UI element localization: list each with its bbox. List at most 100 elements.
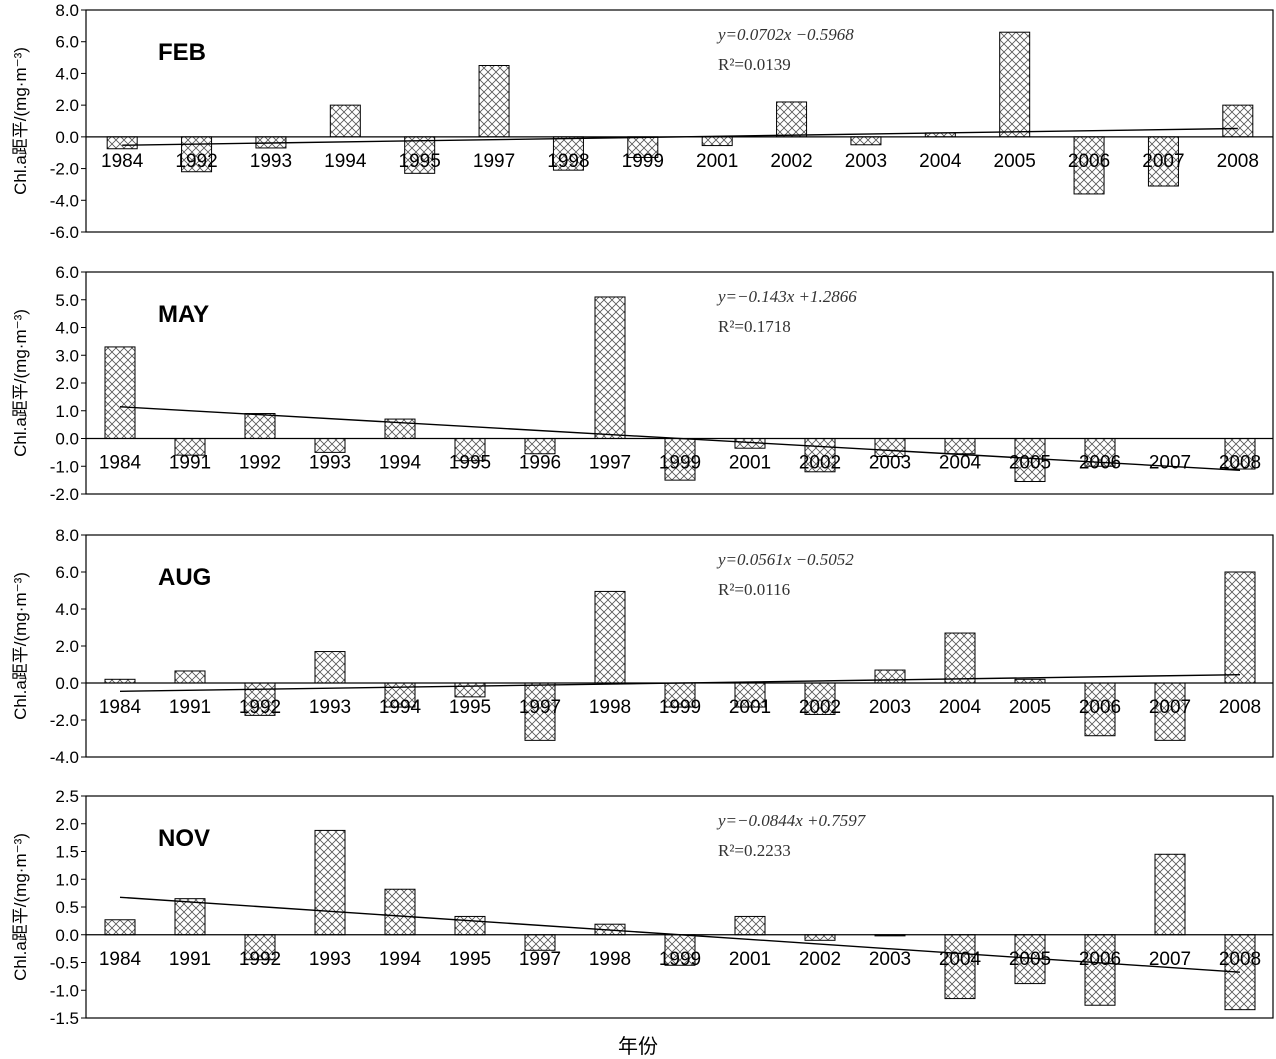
y-tick-label: 2.0 (55, 96, 79, 115)
trend-line (119, 406, 1241, 471)
bar (594, 296, 626, 439)
bar (1154, 682, 1186, 741)
bar (1084, 438, 1116, 467)
y-tick-label: 2.5 (55, 787, 79, 806)
category-label: 1994 (379, 453, 422, 474)
category-label: 1998 (547, 151, 589, 172)
category-label: 1997 (519, 697, 561, 718)
category-label: 1991 (169, 697, 211, 718)
category-label: 2003 (869, 453, 911, 474)
trend-line (119, 896, 1241, 973)
bar (454, 682, 486, 698)
category-label: 1993 (309, 949, 351, 970)
y-tick-label: -1.5 (50, 1009, 79, 1028)
y-tick-label: 6.0 (55, 563, 79, 582)
category-label: 1993 (309, 453, 351, 474)
y-tick-label: 6.0 (55, 33, 79, 52)
category-label: 2002 (770, 151, 812, 172)
category-label: 2007 (1149, 697, 1191, 718)
r-squared: R²=0.0139 (718, 55, 791, 74)
panel-aug: 8.0 6.0 4.0 2.0 0.0 -2.0 -4.0 Chl.a距平/(mg·m⁻³) 1… (11, 526, 1274, 767)
category-label: 1995 (449, 697, 491, 718)
category-label: 1984 (99, 697, 142, 718)
x-axis-title: 年份 (618, 1034, 658, 1058)
bar (776, 101, 808, 138)
bar (1084, 682, 1116, 737)
category-label: 1994 (379, 697, 422, 718)
category-label: 1992 (175, 151, 217, 172)
category-label: 2007 (1149, 949, 1191, 970)
bar (314, 829, 346, 936)
bar (174, 670, 206, 684)
trend-line (122, 127, 1238, 146)
category-label: 2001 (729, 697, 771, 718)
y-tick-label: 5.0 (55, 291, 79, 310)
category-label: 1991 (169, 453, 211, 474)
r-squared: R²=0.1718 (718, 317, 791, 336)
category-label: 1993 (250, 151, 292, 172)
y-tick-label: 2.0 (55, 815, 79, 834)
bar (314, 438, 346, 453)
category-label: 2005 (1009, 453, 1051, 474)
bar (1084, 934, 1116, 1006)
category-label: 1996 (519, 453, 561, 474)
regression-equation: y=0.0702x −0.5968 (716, 25, 854, 44)
y-tick-label: 4.0 (55, 319, 79, 338)
category-label: 2006 (1079, 949, 1121, 970)
bar (552, 136, 584, 171)
bar (944, 934, 976, 1000)
category-label: 1997 (589, 453, 631, 474)
y-tick-label: 0.5 (55, 898, 79, 917)
category-label: 2006 (1079, 697, 1121, 718)
category-label: 2008 (1217, 151, 1259, 172)
bar (174, 898, 206, 936)
bar (1073, 136, 1105, 195)
bar (734, 682, 766, 708)
bar (106, 136, 138, 150)
category-label: 1999 (659, 697, 701, 718)
regression-equation: y=−0.0844x +0.7597 (716, 811, 867, 830)
bar (244, 413, 276, 439)
bar (664, 934, 696, 966)
bar (384, 888, 416, 936)
bar (104, 919, 136, 936)
category-label: 2006 (1068, 151, 1110, 172)
category-label: 2004 (919, 151, 962, 172)
category-label: 1991 (169, 949, 211, 970)
y-tick-label: 0.0 (55, 674, 79, 693)
category-label: 1984 (99, 949, 142, 970)
y-tick-label: 4.0 (55, 64, 79, 83)
y-tick-label: -0.5 (50, 954, 79, 973)
category-label: 1998 (589, 949, 631, 970)
y-tick-label: 2.0 (55, 637, 79, 656)
y-tick-label: 0.0 (55, 430, 79, 449)
y-tick-label: -6.0 (50, 223, 79, 242)
category-label: 2004 (939, 453, 982, 474)
category-label: 1984 (101, 151, 144, 172)
plot-frame (85, 9, 1274, 233)
category-label: 1995 (449, 453, 491, 474)
category-label: 1999 (659, 453, 701, 474)
month-label: NOV (158, 825, 210, 852)
category-label: 1997 (473, 151, 515, 172)
category-label: 1992 (239, 949, 281, 970)
bar (594, 590, 626, 684)
y-tick-label: -2.0 (50, 160, 79, 179)
category-label: 1998 (589, 697, 631, 718)
bar (804, 934, 836, 941)
y-tick-label: -4.0 (50, 191, 79, 210)
bar (104, 346, 136, 439)
r-squared: R²=0.0116 (718, 580, 790, 599)
bar (1147, 136, 1179, 187)
category-label: 2005 (1009, 949, 1051, 970)
bar (329, 104, 361, 138)
y-tick-label: 4.0 (55, 600, 79, 619)
y-tick-label: -1.0 (50, 457, 79, 476)
category-label: 1984 (99, 453, 142, 474)
y-tick-label: -1.0 (50, 981, 79, 1000)
category-label: 2008 (1219, 949, 1261, 970)
y-tick-label: 1.5 (55, 843, 79, 862)
y-tick-label: -2.0 (50, 711, 79, 730)
y-tick-label: 2.0 (55, 374, 79, 393)
bar (850, 136, 882, 146)
